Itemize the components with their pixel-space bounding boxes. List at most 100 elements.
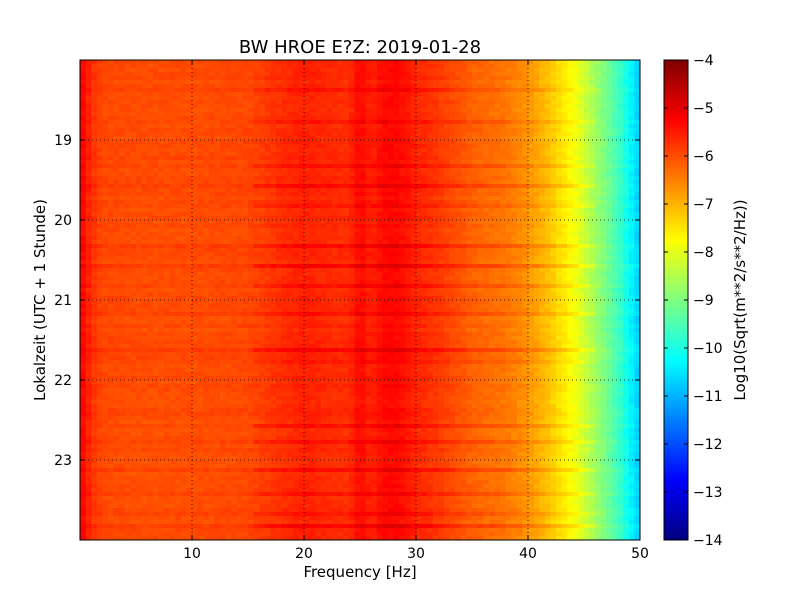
heatmap-cell: [561, 60, 568, 65]
heatmap-cell: [528, 164, 535, 169]
heatmap-cell: [85, 128, 92, 133]
heatmap-cell: [416, 248, 423, 253]
heatmap-cell: [432, 116, 439, 121]
heatmap-cell: [455, 172, 462, 177]
heatmap-cell: [393, 180, 400, 185]
heatmap-cell: [119, 64, 126, 69]
heatmap-cell: [192, 80, 199, 85]
heatmap-cell: [466, 152, 473, 157]
heatmap-cell: [124, 208, 131, 213]
heatmap-cell: [472, 104, 479, 109]
heatmap-cell: [136, 236, 143, 241]
heatmap-cell: [494, 164, 501, 169]
heatmap-cell: [371, 92, 378, 97]
heatmap-cell: [516, 108, 523, 113]
heatmap-cell: [96, 236, 103, 241]
heatmap-cell: [85, 244, 92, 249]
heatmap-cell: [225, 148, 232, 153]
heatmap-cell: [399, 84, 406, 89]
heatmap-cell: [80, 124, 87, 129]
heatmap-cell: [141, 252, 148, 257]
heatmap-cell: [320, 100, 327, 105]
heatmap-cell: [584, 192, 591, 197]
heatmap-cell: [192, 152, 199, 157]
heatmap-cell: [477, 148, 484, 153]
heatmap-cell: [438, 168, 445, 173]
heatmap-cell: [427, 212, 434, 217]
heatmap-cell: [292, 164, 299, 169]
heatmap-cell: [371, 68, 378, 73]
heatmap-cell: [561, 116, 568, 121]
heatmap-cell: [259, 144, 266, 149]
heatmap-cell: [393, 72, 400, 77]
heatmap-cell: [264, 228, 271, 233]
heatmap-cell: [259, 172, 266, 177]
heatmap-cell: [561, 256, 568, 261]
heatmap-cell: [197, 88, 204, 93]
heatmap-cell: [488, 104, 495, 109]
heatmap-cell: [623, 224, 630, 229]
heatmap-cell: [488, 232, 495, 237]
heatmap-cell: [360, 232, 367, 237]
heatmap-cell: [231, 228, 238, 233]
heatmap-cell: [343, 84, 350, 89]
heatmap-cell: [214, 256, 221, 261]
heatmap-cell: [175, 184, 182, 189]
heatmap-cell: [472, 164, 479, 169]
heatmap-cell: [544, 72, 551, 77]
heatmap-cell: [444, 240, 451, 245]
heatmap-cell: [371, 244, 378, 249]
heatmap-cell: [85, 100, 92, 105]
heatmap-cell: [449, 240, 456, 245]
heatmap-cell: [85, 176, 92, 181]
heatmap-cell: [108, 212, 115, 217]
heatmap-cell: [600, 256, 607, 261]
heatmap-cell: [600, 64, 607, 69]
heatmap-cell: [354, 160, 361, 165]
heatmap-cell: [175, 156, 182, 161]
heatmap-cell: [528, 168, 535, 173]
heatmap-cell: [281, 208, 288, 213]
heatmap-cell: [460, 212, 467, 217]
heatmap-cell: [147, 112, 154, 117]
heatmap-cell: [136, 220, 143, 225]
heatmap-cell: [376, 204, 383, 209]
heatmap-cell: [516, 256, 523, 261]
heatmap-cell: [438, 104, 445, 109]
heatmap-cell: [242, 76, 249, 81]
heatmap-cell: [556, 128, 563, 133]
heatmap-cell: [533, 152, 540, 157]
heatmap-cell: [136, 104, 143, 109]
heatmap-cell: [203, 168, 210, 173]
heatmap-cell: [248, 148, 255, 153]
heatmap-cell: [309, 100, 316, 105]
heatmap-cell: [399, 96, 406, 101]
heatmap-cell: [259, 136, 266, 141]
heatmap-cell: [578, 112, 585, 117]
heatmap-cell: [231, 232, 238, 237]
heatmap-cell: [119, 208, 126, 213]
heatmap-cell: [298, 88, 305, 93]
heatmap-cell: [556, 228, 563, 233]
heatmap-cell: [533, 176, 540, 181]
heatmap-cell: [186, 96, 193, 101]
heatmap-cell: [248, 100, 255, 105]
heatmap-cell: [399, 104, 406, 109]
heatmap-cell: [287, 124, 294, 129]
heatmap-cell: [220, 104, 227, 109]
heatmap-cell: [354, 180, 361, 185]
heatmap-cell: [432, 180, 439, 185]
heatmap-cell: [516, 120, 523, 125]
heatmap-cell: [511, 172, 518, 177]
heatmap-cell: [360, 224, 367, 229]
heatmap-cell: [337, 236, 344, 241]
heatmap-cell: [606, 244, 613, 249]
heatmap-cell: [225, 216, 232, 221]
heatmap-cell: [365, 248, 372, 253]
heatmap-cell: [522, 76, 529, 81]
heatmap-cell: [192, 188, 199, 193]
heatmap-cell: [634, 232, 640, 237]
heatmap-cell: [449, 180, 456, 185]
heatmap-cell: [567, 140, 574, 145]
heatmap-cell: [539, 212, 546, 217]
